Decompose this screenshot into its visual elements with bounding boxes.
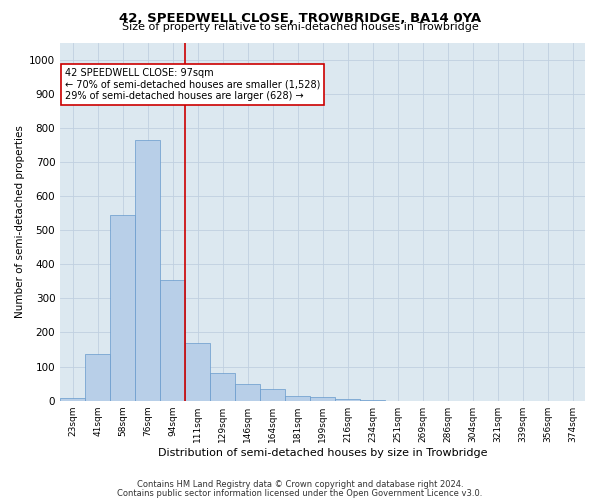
Bar [160, 280, 185, 400]
Bar [60, 398, 85, 400]
Text: 42 SPEEDWELL CLOSE: 97sqm
← 70% of semi-detached houses are smaller (1,528)
29% : 42 SPEEDWELL CLOSE: 97sqm ← 70% of semi-… [65, 68, 320, 102]
Bar [185, 342, 210, 400]
Bar [260, 390, 285, 400]
Text: Contains HM Land Registry data © Crown copyright and database right 2024.: Contains HM Land Registry data © Crown c… [137, 480, 463, 489]
Bar [235, 384, 260, 400]
Text: Contains public sector information licensed under the Open Government Licence v3: Contains public sector information licen… [118, 488, 482, 498]
Bar [110, 215, 135, 400]
Bar [135, 140, 160, 400]
Text: Size of property relative to semi-detached houses in Trowbridge: Size of property relative to semi-detach… [122, 22, 478, 32]
Bar [310, 398, 335, 400]
Bar [210, 372, 235, 400]
X-axis label: Distribution of semi-detached houses by size in Trowbridge: Distribution of semi-detached houses by … [158, 448, 487, 458]
Bar [335, 399, 360, 400]
Bar [285, 396, 310, 400]
Y-axis label: Number of semi-detached properties: Number of semi-detached properties [15, 125, 25, 318]
Text: 42, SPEEDWELL CLOSE, TROWBRIDGE, BA14 0YA: 42, SPEEDWELL CLOSE, TROWBRIDGE, BA14 0Y… [119, 12, 481, 26]
Bar [85, 354, 110, 401]
